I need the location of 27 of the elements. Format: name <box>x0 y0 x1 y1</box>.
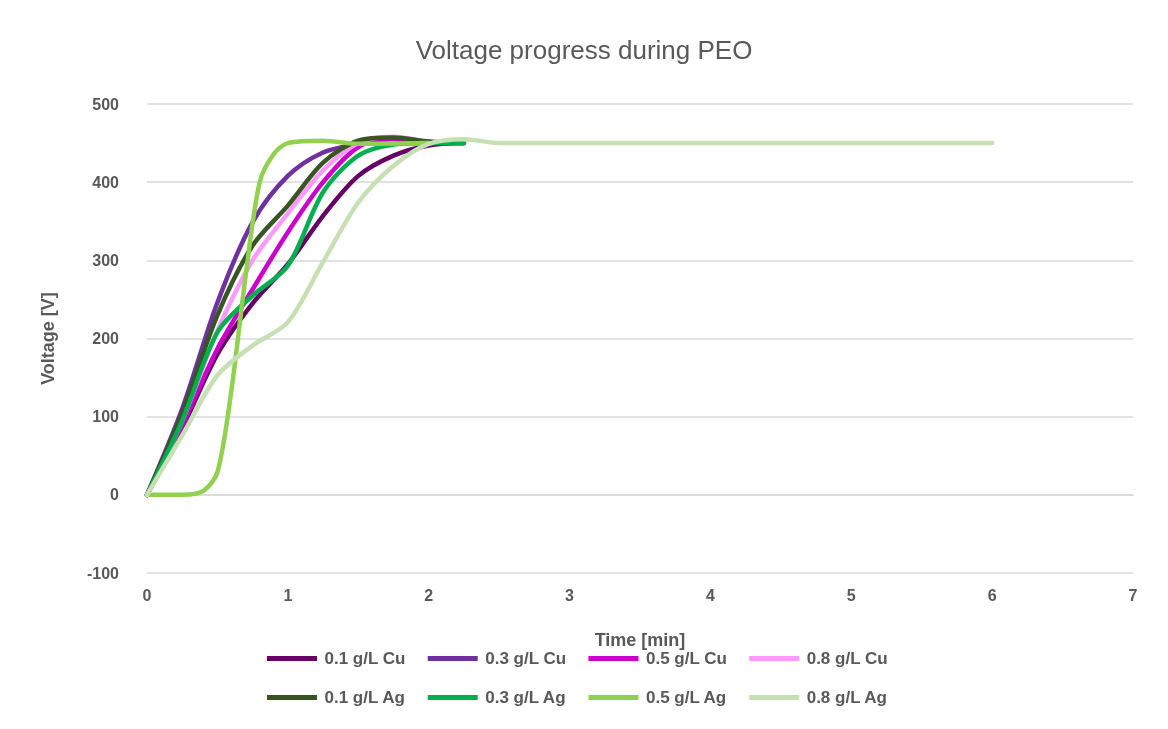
x-tick-label: 7 <box>1128 586 1138 604</box>
y-tick-label: 500 <box>92 95 120 113</box>
x-tick-label: 2 <box>424 586 434 604</box>
y-tick-label: 100 <box>92 408 120 426</box>
y-tick-label: 300 <box>92 251 120 269</box>
legend-label: 0.1 g/L Ag <box>324 688 405 707</box>
x-axis-title: Time [min] <box>594 630 686 650</box>
y-tick-label: 0 <box>110 486 120 504</box>
y-tick-label: -100 <box>86 564 120 582</box>
legend-label: 0.3 g/L Cu <box>485 649 567 668</box>
y-axis-title: Voltage [V] <box>38 292 58 385</box>
x-tick-label: 1 <box>283 586 293 604</box>
y-tick-label: 400 <box>92 173 120 191</box>
x-tick-label: 6 <box>987 586 997 604</box>
legend-label: 0.3 g/L Ag <box>485 688 566 707</box>
legend-label: 0.8 g/L Cu <box>806 649 888 668</box>
x-tick-label: 0 <box>142 586 152 604</box>
y-tick-label: 200 <box>92 330 120 347</box>
legend-label: 0.1 g/L Cu <box>324 649 406 668</box>
legend-label: 0.8 g/L Ag <box>806 688 887 707</box>
x-tick-label: 5 <box>846 586 856 604</box>
x-tick-label: 3 <box>565 586 575 604</box>
x-tick-label: 4 <box>705 586 715 604</box>
line-series <box>144 136 995 498</box>
chart-title: Voltage progress during PEO <box>415 35 753 65</box>
legend-label: 0.5 g/L Cu <box>645 649 727 668</box>
legend-label: 0.5 g/L Ag <box>645 688 727 707</box>
